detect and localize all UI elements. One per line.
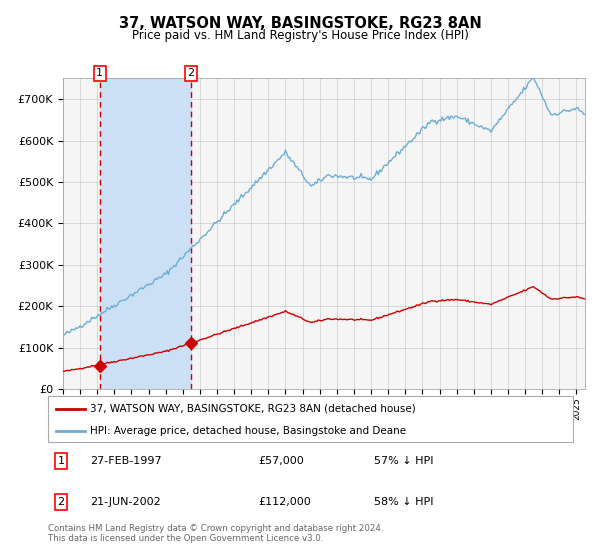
Text: 37, WATSON WAY, BASINGSTOKE, RG23 8AN (detached house): 37, WATSON WAY, BASINGSTOKE, RG23 8AN (d… (90, 404, 416, 414)
FancyBboxPatch shape (48, 396, 573, 442)
Bar (100, 78, 191, 389)
Text: 2: 2 (187, 68, 194, 78)
Text: 2: 2 (58, 497, 65, 507)
Text: 21-JUN-2002: 21-JUN-2002 (90, 497, 161, 507)
Text: 37, WATSON WAY, BASINGSTOKE, RG23 8AN: 37, WATSON WAY, BASINGSTOKE, RG23 8AN (119, 16, 481, 31)
Text: HPI: Average price, detached house, Basingstoke and Deane: HPI: Average price, detached house, Basi… (90, 426, 406, 436)
Text: £112,000: £112,000 (258, 497, 311, 507)
Text: 58% ↓ HPI: 58% ↓ HPI (373, 497, 433, 507)
Text: £57,000: £57,000 (258, 456, 304, 466)
Text: Price paid vs. HM Land Registry's House Price Index (HPI): Price paid vs. HM Land Registry's House … (131, 29, 469, 42)
Text: 1: 1 (58, 456, 65, 466)
Text: 1: 1 (96, 68, 103, 78)
Text: 27-FEB-1997: 27-FEB-1997 (90, 456, 161, 466)
Text: Contains HM Land Registry data © Crown copyright and database right 2024.
This d: Contains HM Land Registry data © Crown c… (48, 524, 383, 543)
Text: 57% ↓ HPI: 57% ↓ HPI (373, 456, 433, 466)
